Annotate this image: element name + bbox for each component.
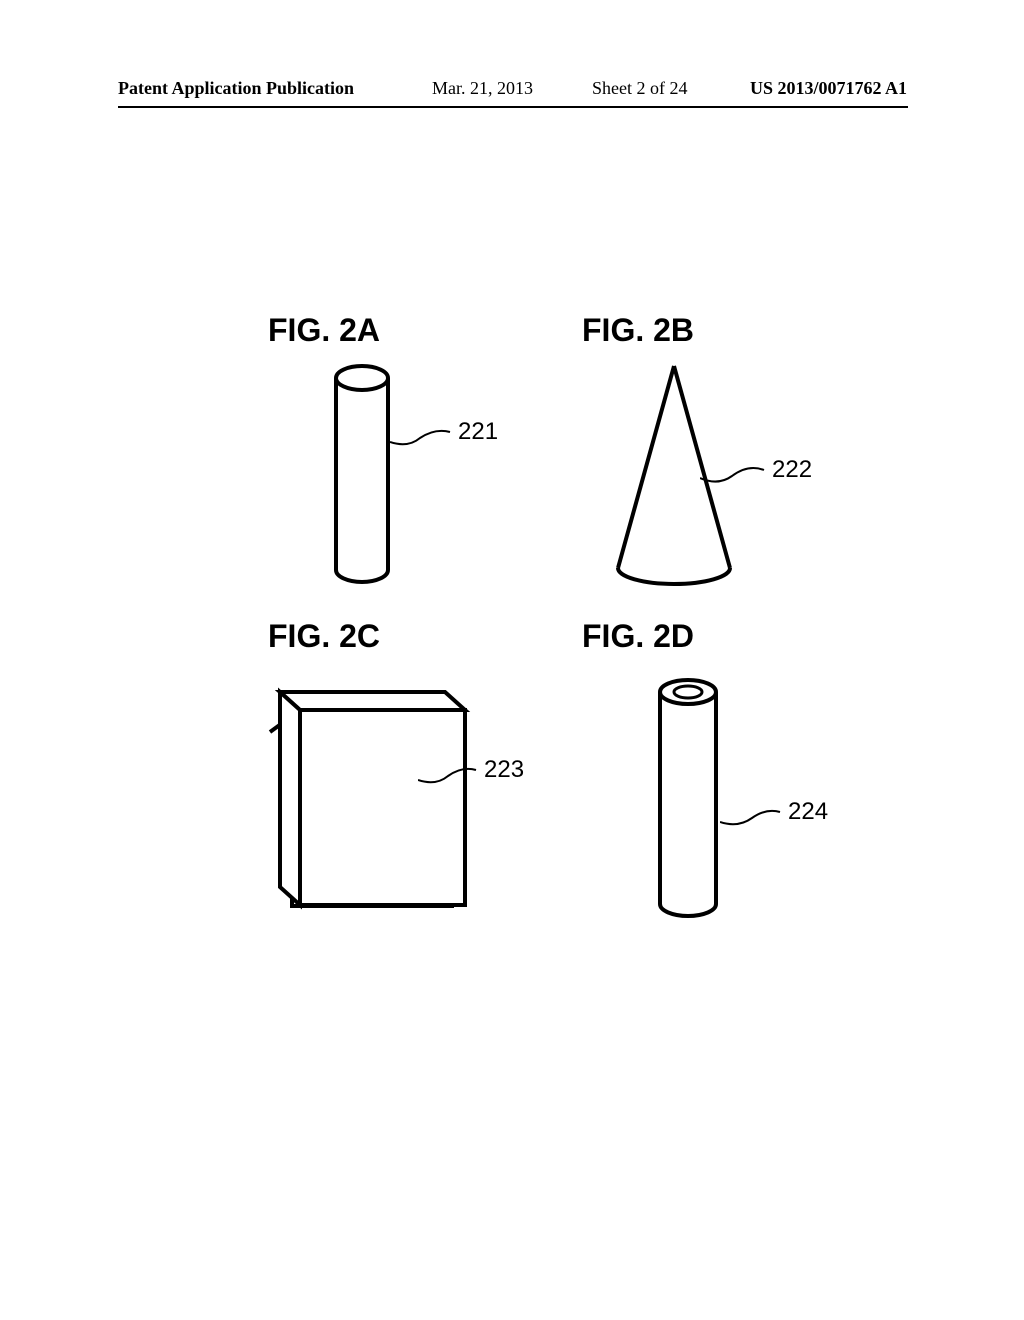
header-rule (118, 106, 908, 108)
publication-type: Patent Application Publication (118, 78, 354, 99)
ref-221: 221 (458, 418, 498, 446)
ref-222: 222 (772, 456, 812, 484)
publication-number: US 2013/0071762 A1 (750, 78, 907, 99)
figure-2a-cylinder (320, 360, 450, 600)
figure-2c-plate-main (240, 670, 500, 930)
figure-2b-label: FIG. 2B (582, 312, 694, 349)
ref-224: 224 (788, 798, 828, 826)
figure-2c-label: FIG. 2C (268, 618, 380, 655)
figure-2a-label: FIG. 2A (268, 312, 380, 349)
sheet-number: Sheet 2 of 24 (592, 78, 687, 99)
publication-date: Mar. 21, 2013 (432, 78, 533, 99)
figure-2d-label: FIG. 2D (582, 618, 694, 655)
ref-223: 223 (484, 756, 524, 784)
